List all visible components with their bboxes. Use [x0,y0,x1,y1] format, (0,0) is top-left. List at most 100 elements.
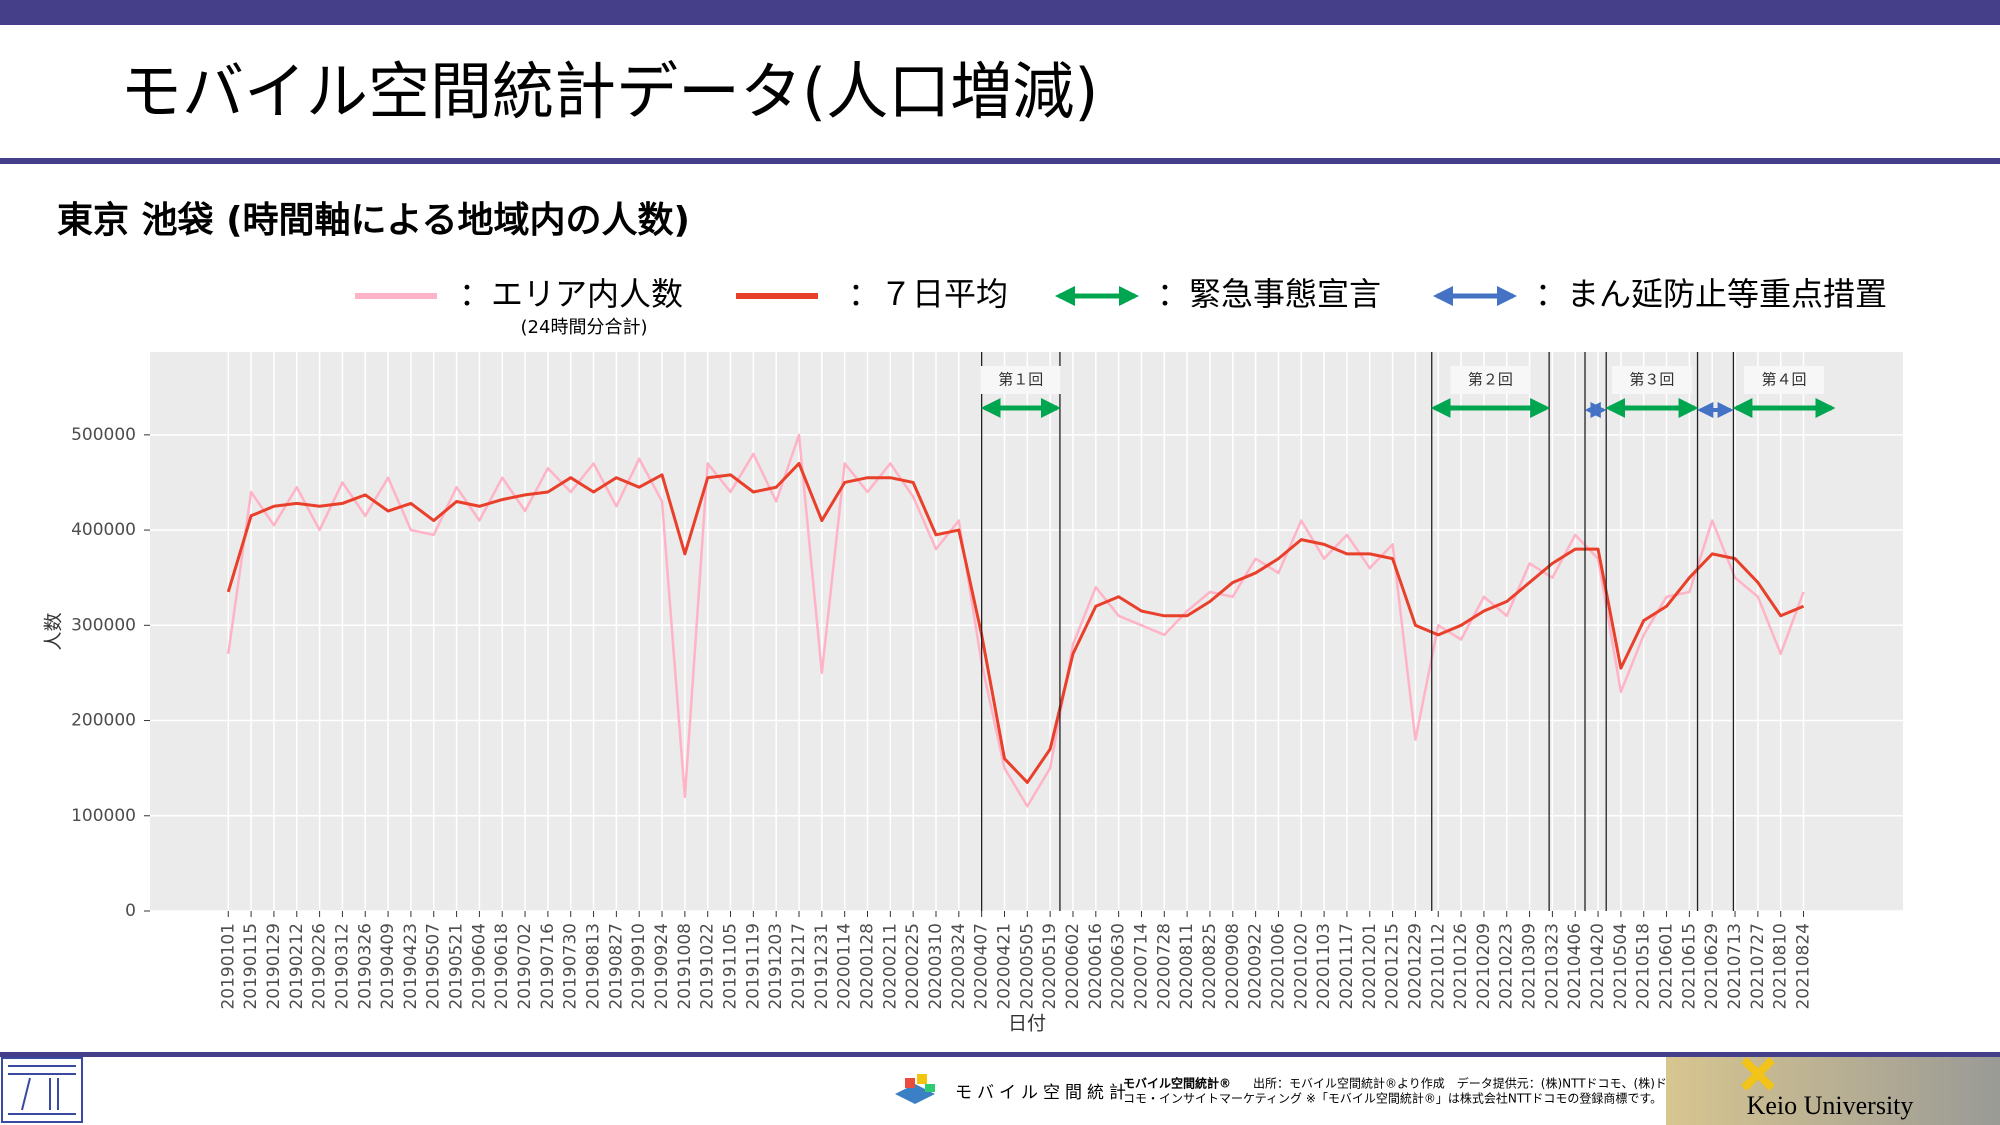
x-tick-label: 20190604 [469,923,489,1010]
period-label-box [1611,366,1692,394]
count-line [227,433,1805,808]
x-tick-label: 20201215 [1383,923,1403,1010]
x-tick-label: 20201229 [1405,923,1425,1010]
footer-logo-text: モバイル空間統計 [955,1083,1131,1103]
x-tick-label: 20210126 [1451,923,1471,1010]
x-tick-label: 20190813 [584,923,604,1010]
x-tick-label: 20190423 [401,923,421,1010]
legend-label: ：エリア内人数 [459,275,683,313]
top-bar [0,0,2000,25]
x-tick-label: 20200811 [1177,923,1197,1010]
x-tick-label: 20201020 [1291,923,1311,1010]
y-axis-title: 人数 [43,612,65,650]
keio-pen-icon [1741,1057,1775,1091]
x-tick-label: 20210223 [1497,923,1517,1010]
slide-title: モバイル空間統計データ(人口増減) [120,55,1098,128]
y-tick-label: 400000 [71,520,136,540]
x-tick-label: 20190910 [629,923,649,1010]
x-tick-label: 20200728 [1154,923,1174,1010]
period-label-box [1743,366,1824,394]
x-tick-label: 20190409 [378,923,398,1010]
x-tick-label: 20200421 [994,923,1014,1010]
x-tick-label: 20210209 [1474,923,1494,1010]
x-tick-label: 20190924 [652,923,672,1010]
x-tick-label: 20200128 [858,923,878,1010]
x-tick-label: 20191203 [766,923,786,1010]
period-label-box [1450,366,1531,394]
y-tick-label: 200000 [71,711,136,731]
x-tick-label: 20200616 [1086,923,1106,1010]
footer-source: コモ・インサイトマーケティング ※「モバイル空間統計®」は株式会社NTTドコモの… [1123,1091,1662,1106]
x-tick-label: 20190212 [287,923,307,1010]
x-tick-label: 20191217 [789,923,809,1010]
x-tick-label: 20210309 [1520,923,1540,1010]
period-label: 第４回 [1761,371,1806,389]
keio-banner [1666,1057,2000,1125]
x-tick-label: 20200908 [1223,923,1243,1010]
x-tick-label: 20191231 [812,923,832,1010]
x-tick-label: 20200602 [1063,923,1083,1010]
x-tick-label: 20190521 [447,923,467,1010]
university: Keio University [1747,1091,1914,1120]
average-line [226,461,1805,784]
footer-rule [0,1052,2000,1057]
x-tick-label: 20210601 [1657,923,1677,1010]
x-tick-label: 20210727 [1748,923,1768,1010]
x-tick-label: 20200630 [1109,923,1129,1010]
x-tick-label: 20190226 [310,923,330,1010]
x-tick-label: 20200714 [1131,923,1151,1010]
title-rule [0,158,2000,164]
y-tick-label: 100000 [71,806,136,826]
footer-source: 出所：モバイル空間統計®より作成 データ提供元：(株)NTTドコモ、(株)ド [1253,1076,1667,1091]
x-tick-label: 20190129 [264,923,284,1010]
x-tick-label: 20200225 [903,923,923,1010]
footer-brand: モバイル空間統計® [1123,1076,1231,1091]
x-tick-label: 20210112 [1428,923,1448,1010]
x-tick-label: 20190312 [332,923,352,1010]
x-tick-label: 20191119 [743,923,763,1010]
x-tick-label: 20200519 [1040,923,1060,1010]
legend-label: ：まん延防止等重点措置 [1535,275,1887,313]
x-axis-title: 日付 [1008,1013,1046,1035]
mobile-logo-icon [895,1074,935,1104]
y-tick-label: 500000 [71,425,136,445]
x-tick-label: 20190702 [515,923,535,1010]
x-tick-label: 20200407 [972,923,992,1010]
legend-label: ：緊急事態宣言 [1157,275,1381,313]
x-tick-label: 20201201 [1360,923,1380,1010]
x-tick-label: 20190618 [492,923,512,1010]
x-tick-label: 20210713 [1725,923,1745,1010]
x-tick-label: 20200211 [880,923,900,1010]
x-tick-label: 20190101 [218,923,238,1010]
x-tick-label: 20200825 [1200,923,1220,1010]
x-tick-label: 20190730 [561,923,581,1010]
x-tick-label: 20201103 [1314,923,1334,1010]
y-tick-label: 300000 [71,615,136,635]
x-tick-label: 20210504 [1611,923,1631,1010]
legend-note: (24時間分合計) [521,317,648,338]
x-tick-label: 20190716 [538,923,558,1010]
x-tick-label: 20210406 [1565,923,1585,1010]
x-tick-label: 20190326 [355,923,375,1010]
x-tick-label: 20191022 [698,923,718,1010]
x-tick-label: 20210323 [1542,923,1562,1010]
period-label: 第１回 [998,371,1043,389]
x-tick-label: 20201006 [1268,923,1288,1010]
x-tick-label: 20210810 [1771,923,1791,1010]
x-tick-label: 20200922 [1246,923,1266,1010]
x-tick-label: 20191105 [721,923,741,1010]
period-label-box [980,366,1061,394]
x-tick-label: 20210824 [1794,923,1814,1010]
x-tick-label: 20200310 [926,923,946,1010]
legend-label: ：７日平均 [848,275,1008,313]
period-label: 第２回 [1468,371,1513,389]
x-tick-label: 20200114 [835,923,855,1010]
x-tick-label: 20210629 [1702,923,1722,1010]
period-label: 第３回 [1629,371,1674,389]
x-tick-label: 20201117 [1337,923,1357,1010]
x-tick-label: 20190507 [424,923,444,1010]
x-tick-label: 20191008 [675,923,695,1010]
x-tick-label: 20210615 [1679,923,1699,1010]
